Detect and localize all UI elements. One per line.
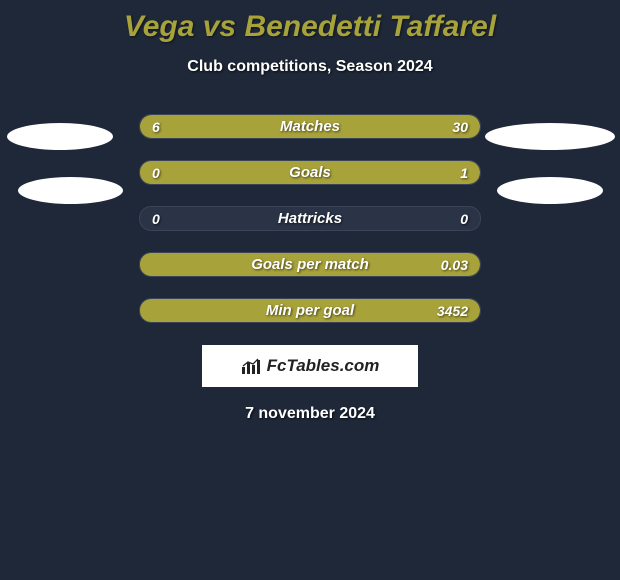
date-text: 7 november 2024 — [0, 405, 620, 423]
page-title: Vega vs Benedetti Taffarel — [0, 0, 620, 44]
player-oval — [485, 123, 615, 150]
player-oval — [497, 177, 603, 204]
stat-val-right: 1 — [460, 161, 468, 184]
logo: FcTables.com — [241, 356, 380, 376]
stat-val-right: 0.03 — [441, 253, 468, 276]
stat-label: Min per goal — [140, 299, 480, 322]
stat-label: Goals — [140, 161, 480, 184]
stat-label: Goals per match — [140, 253, 480, 276]
stat-row: 6Matches30 — [139, 114, 481, 139]
stat-row: Goals per match0.03 — [139, 252, 481, 277]
stat-label: Matches — [140, 115, 480, 138]
stat-row: 0Goals1 — [139, 160, 481, 185]
stat-val-right: 0 — [460, 207, 468, 230]
stat-val-right: 3452 — [437, 299, 468, 322]
stat-val-right: 30 — [452, 115, 468, 138]
stat-label: Hattricks — [140, 207, 480, 230]
player-oval — [7, 123, 113, 150]
chart-icon — [241, 357, 263, 375]
subtitle: Club competitions, Season 2024 — [0, 58, 620, 76]
player-oval — [18, 177, 123, 204]
logo-box: FcTables.com — [202, 345, 418, 387]
stat-row: Min per goal3452 — [139, 298, 481, 323]
stat-row: 0Hattricks0 — [139, 206, 481, 231]
logo-text: FcTables.com — [267, 356, 380, 376]
